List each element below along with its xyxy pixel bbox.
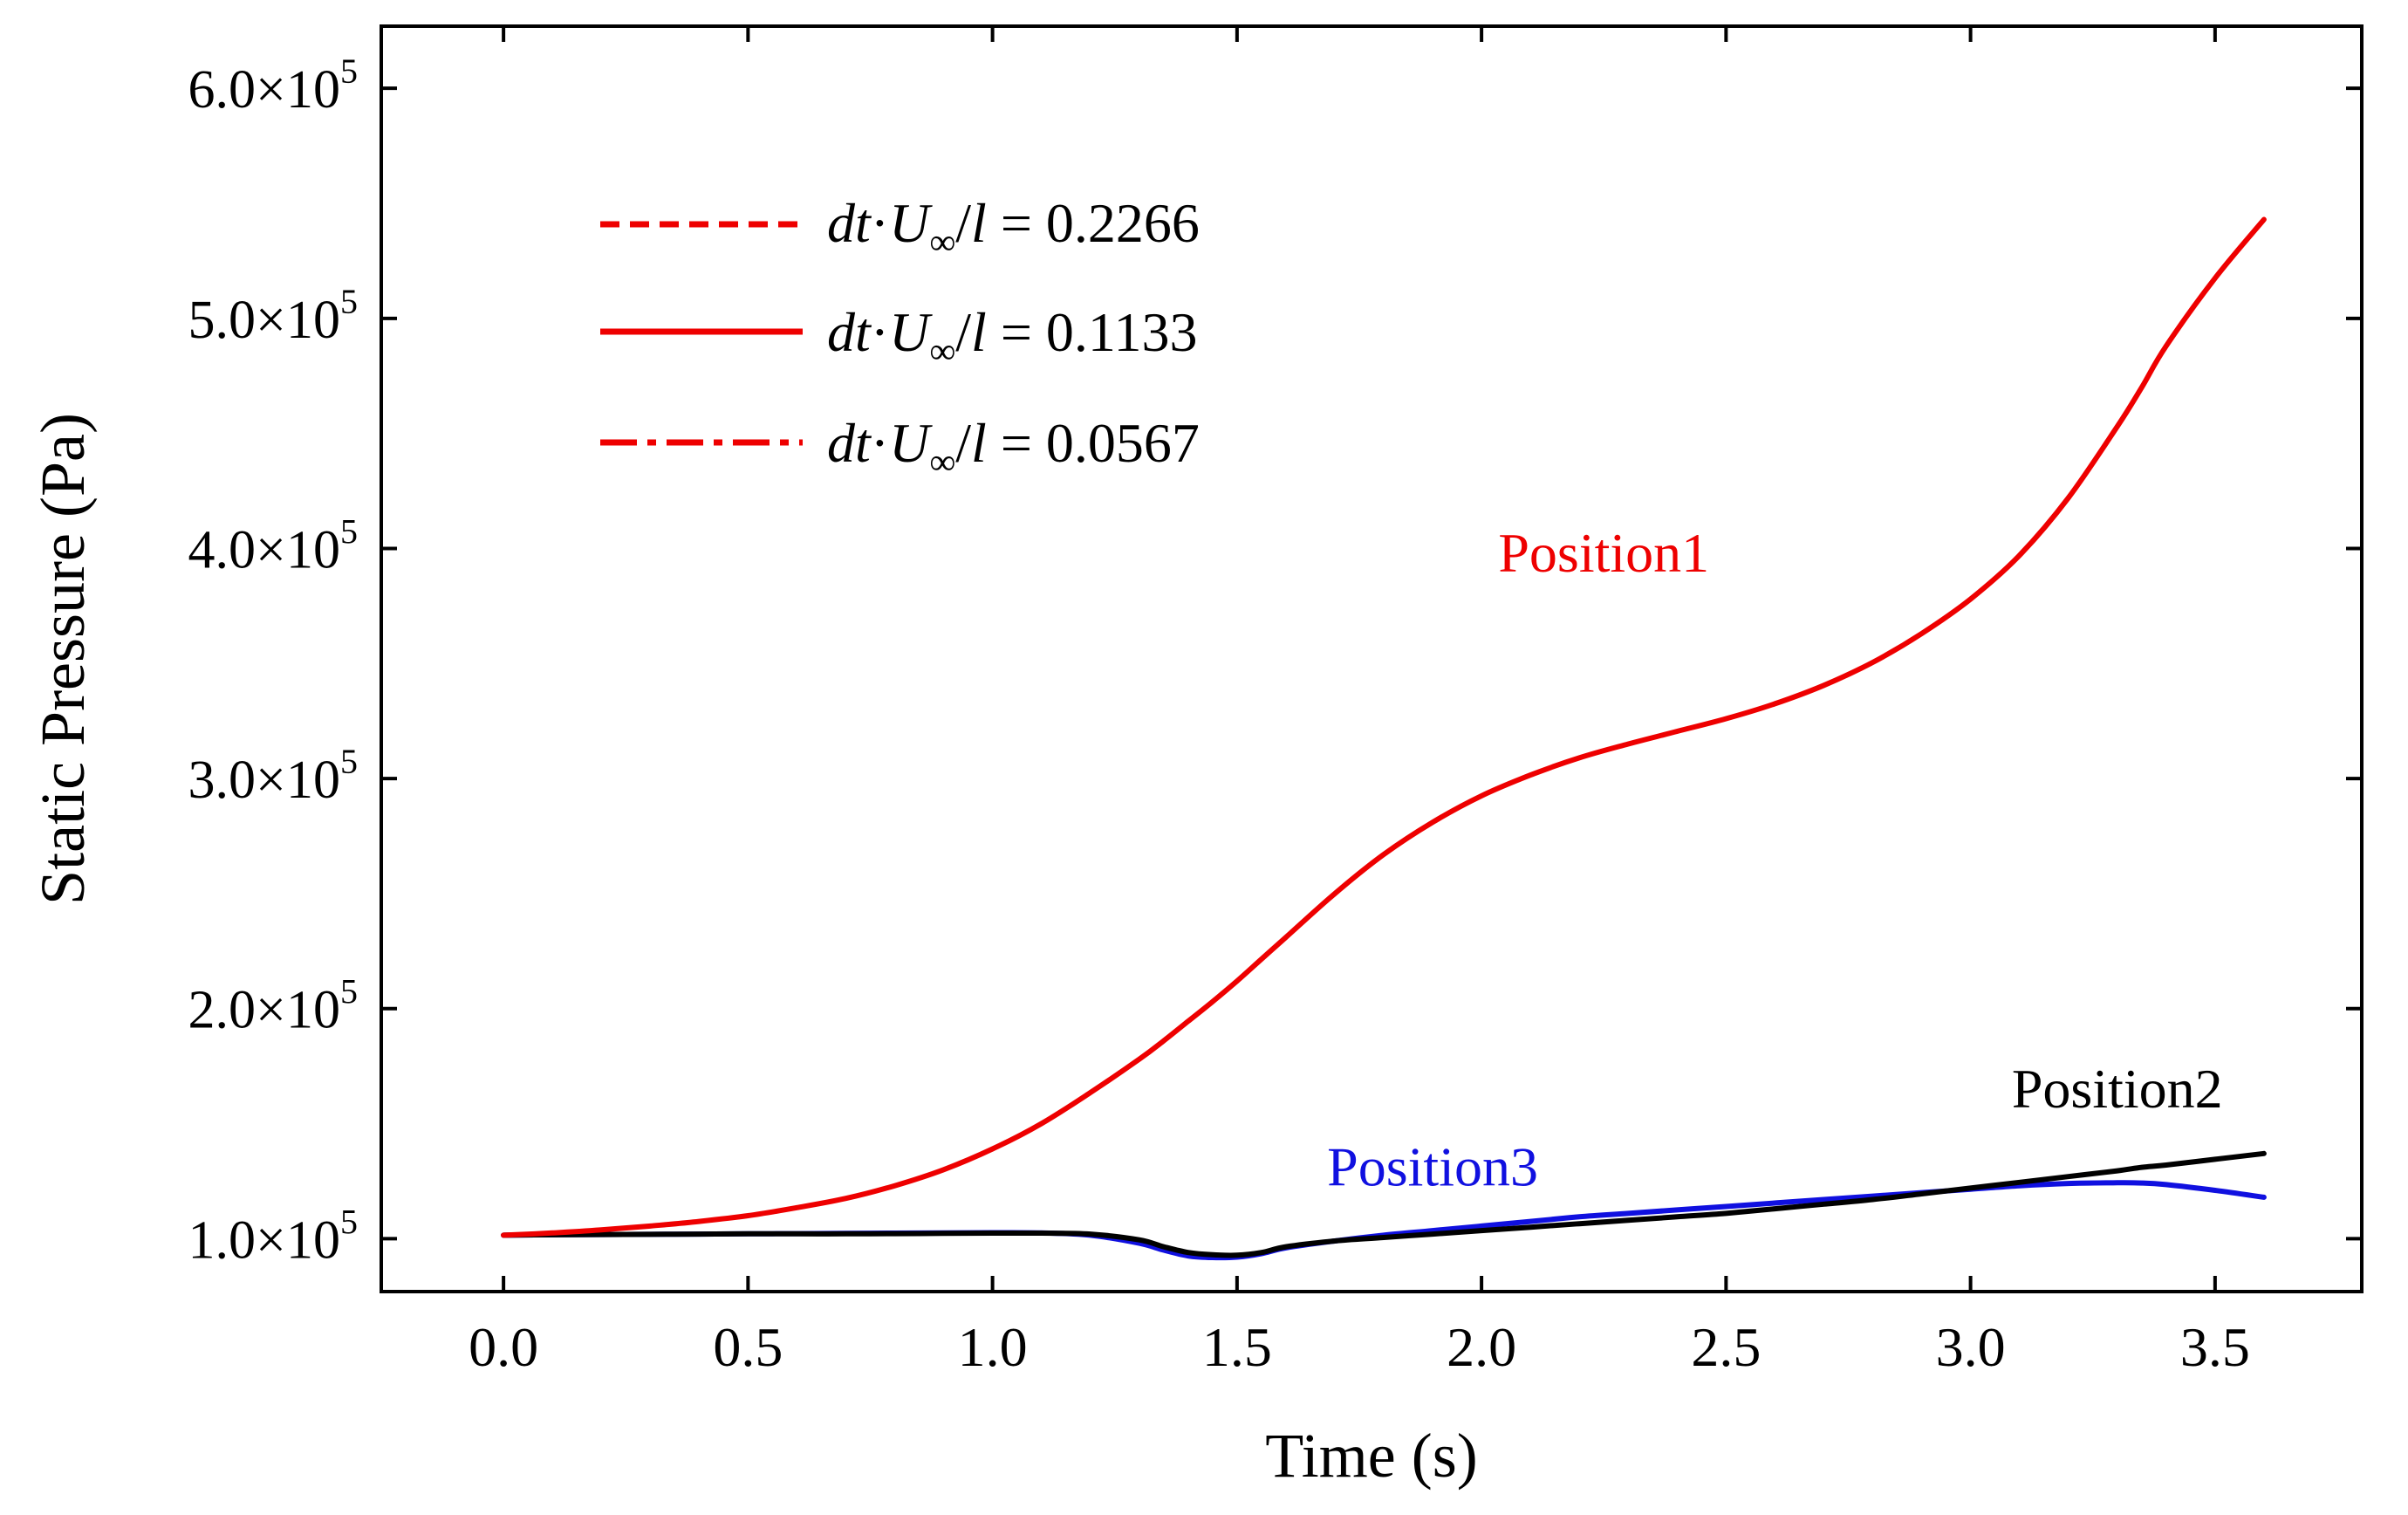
y-tick-label: 6.0×105 [188, 51, 358, 120]
x-tick-label: 2.0 [1447, 1316, 1516, 1378]
y-axis: 1.0×105 2.0×105 3.0×105 4.0×105 5.0×105 6.0×1… [188, 51, 2362, 1270]
x-tick-label: 1.5 [1202, 1316, 1272, 1378]
y-tick-label: 3.0×105 [188, 742, 358, 810]
y-tick-label: 4.0×105 [188, 511, 358, 579]
series-line-position2 [501, 1150, 2267, 1258]
x-tick-label: 0.0 [469, 1316, 538, 1378]
x-tick-label: 3.0 [1936, 1316, 2006, 1378]
x-tick-label: 1.0 [958, 1316, 1028, 1378]
legend-label-1: dt·U∞/l = 0.2266 [827, 192, 1200, 263]
legend-label-2: dt·U∞/l = 0.1133 [827, 301, 1198, 372]
x-tick-label: 0.5 [713, 1316, 783, 1378]
series-line-position1 [501, 216, 2267, 1238]
y-tick-label: 1.0×105 [188, 1202, 358, 1270]
series-layer [501, 216, 2267, 1261]
x-axis-label: Time (s) [1265, 1421, 1477, 1491]
x-tick-label: 3.5 [2180, 1316, 2250, 1378]
x-axis: 0.0 0.5 1.0 1.5 2.0 2.5 3.0 3.5 [469, 26, 2250, 1378]
plot-frame [380, 24, 2364, 1293]
annotation-position2: Position2 [2012, 1058, 2223, 1120]
y-tick-label: 2.0×105 [188, 972, 358, 1040]
annotation-position1: Position1 [1498, 522, 1709, 584]
y-tick-label: 5.0×105 [188, 282, 358, 350]
plot-area [380, 24, 2364, 1293]
legend: dt·U∞/l = 0.2266 dt·U∞/l = 0.1133 dt·U∞/… [600, 192, 1200, 483]
x-tick-label: 2.5 [1691, 1316, 1761, 1378]
y-axis-label: Static Pressure (Pa) [28, 413, 98, 905]
legend-label-3: dt·U∞/l = 0.0567 [827, 412, 1200, 483]
annotation-position3: Position3 [1327, 1136, 1538, 1198]
annotations: Position1 Position2 Position3 [1327, 522, 2223, 1198]
